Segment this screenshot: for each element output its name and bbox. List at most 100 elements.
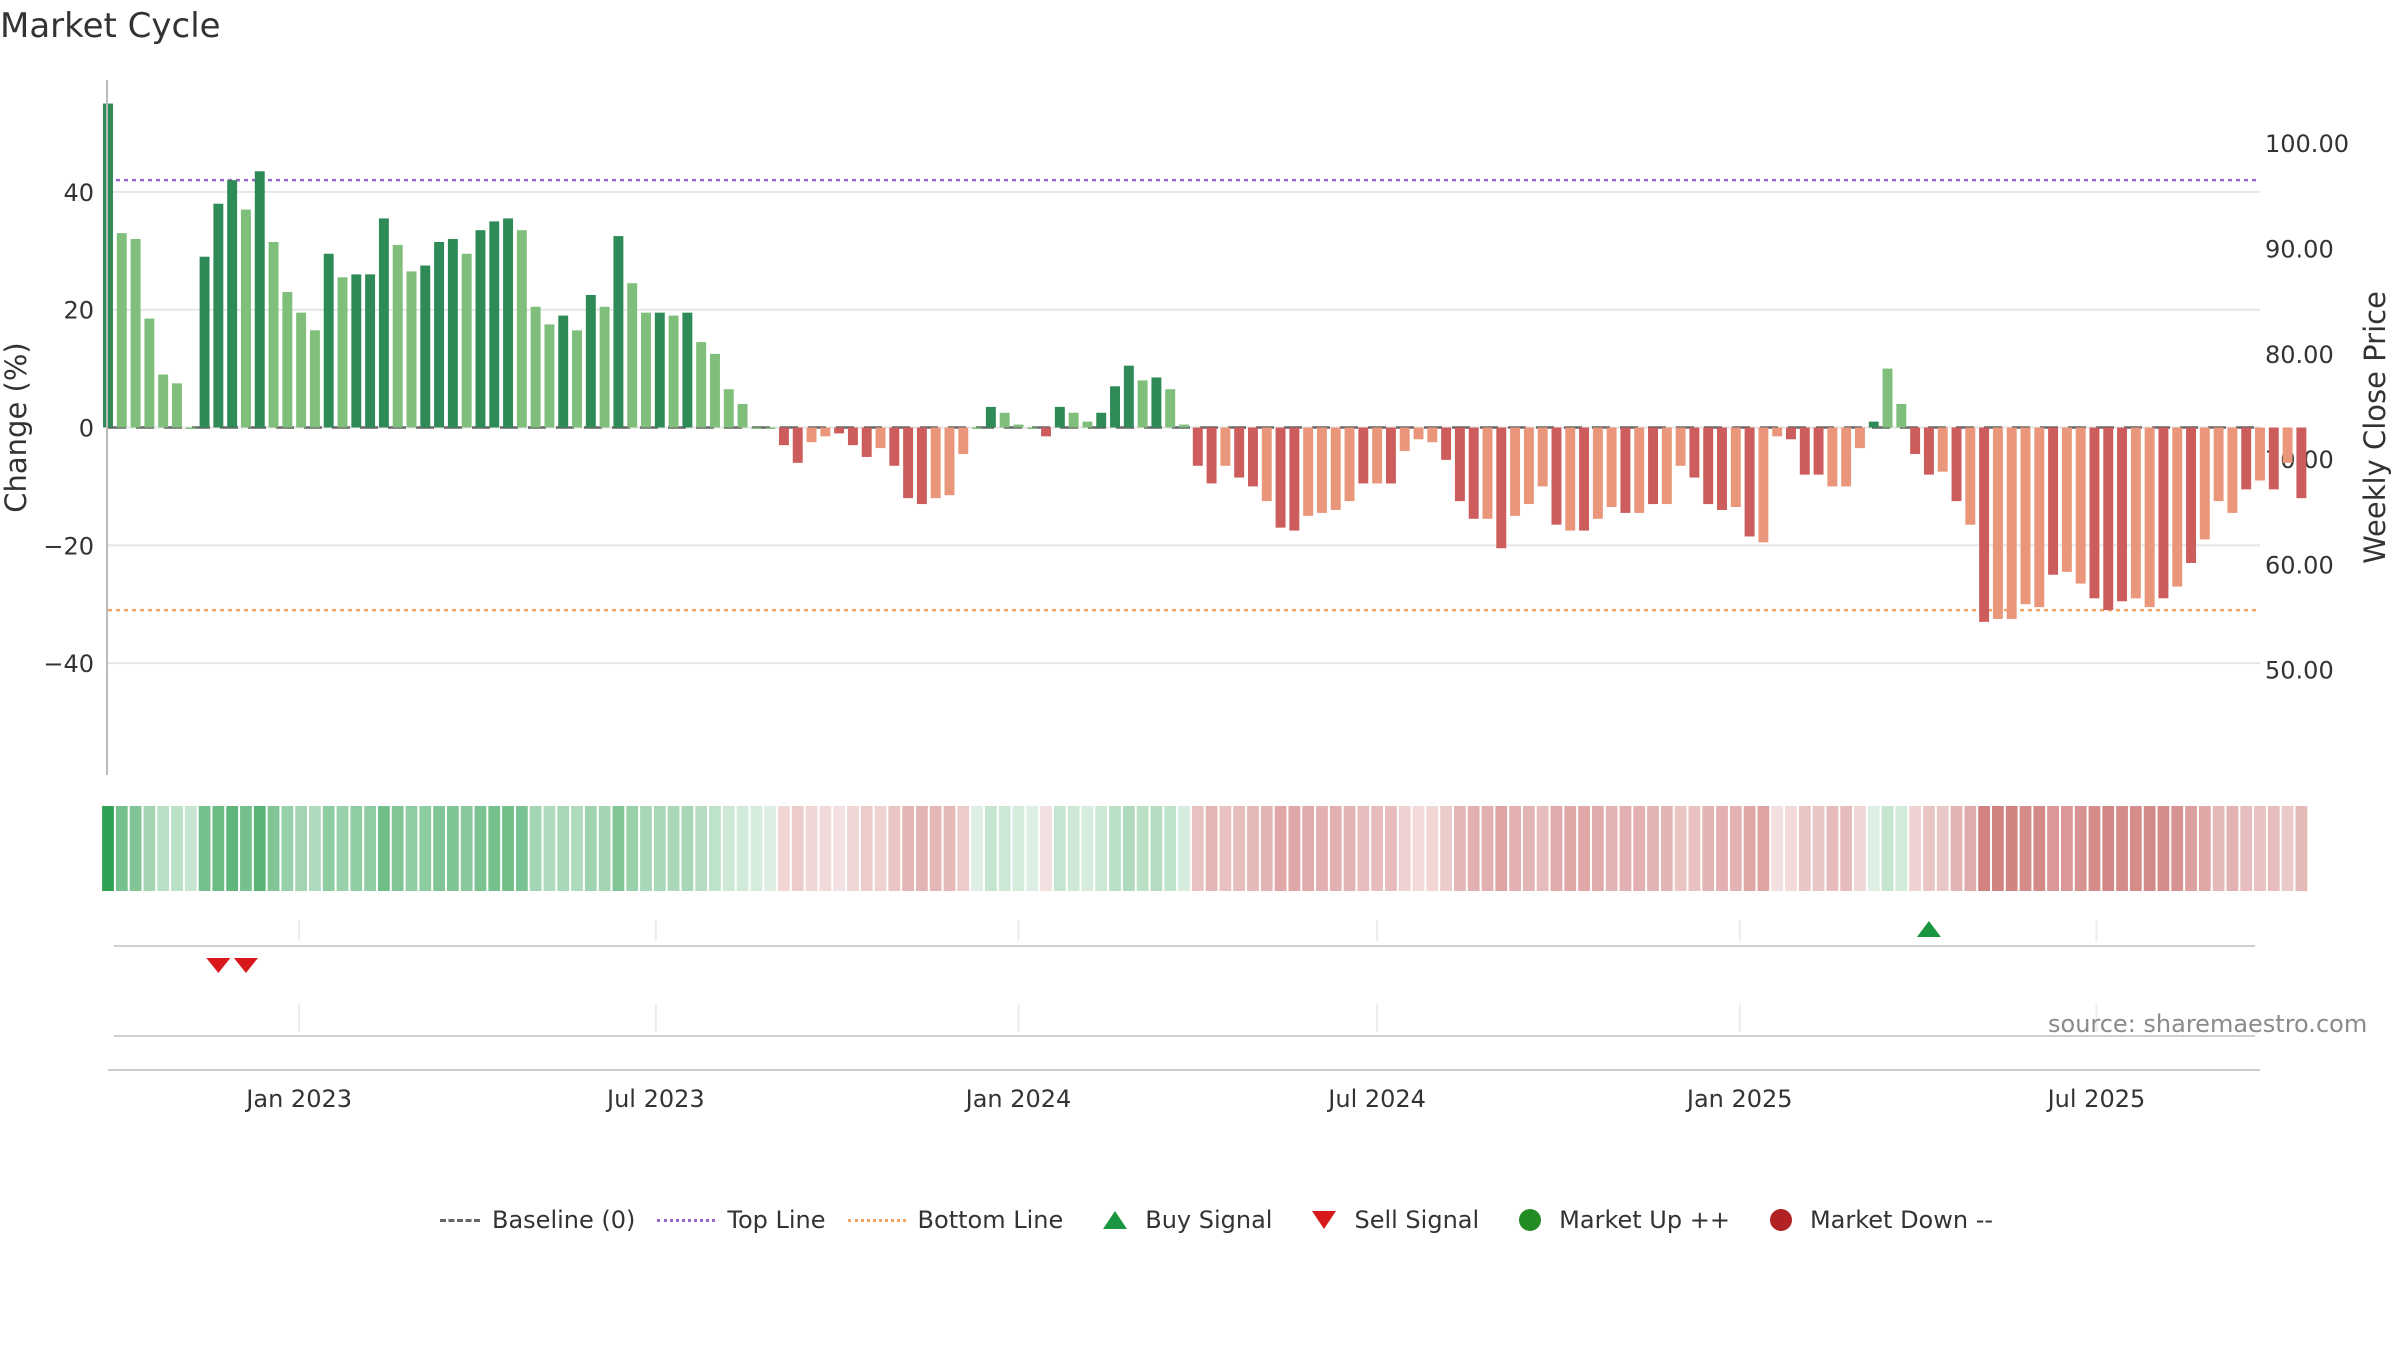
bar [2006, 427, 2017, 619]
bar [1854, 427, 1865, 449]
heatmap-cell [2295, 806, 2308, 891]
bar [1841, 427, 1852, 487]
bar [1496, 427, 1507, 549]
bar [309, 330, 320, 428]
heatmap-cell [1840, 806, 1853, 891]
bar [1786, 427, 1796, 440]
heatmap-cell [1191, 806, 1204, 891]
bar [158, 374, 169, 428]
x-tick-label: Jul 2023 [605, 1085, 705, 1113]
bar [1689, 427, 1700, 478]
heatmap-cell [1205, 806, 1218, 891]
heatmap-cell [1260, 806, 1273, 891]
heatmap-cell [240, 806, 252, 891]
heatmap-cell [2185, 806, 2197, 891]
bar [654, 312, 665, 428]
heatmap-cell [1881, 806, 1894, 891]
heatmap-cell [2240, 806, 2253, 891]
bar [1675, 427, 1686, 466]
heatmap-cell [295, 806, 308, 891]
bar [641, 312, 651, 428]
heatmap-cell [709, 806, 721, 891]
bar [2282, 427, 2293, 463]
heatmap-cell [1426, 806, 1439, 891]
heatmap-cell [1454, 806, 1466, 891]
bar [1510, 427, 1521, 516]
bar [1413, 427, 1424, 440]
bar [2034, 427, 2045, 608]
heatmap-cell [667, 806, 680, 891]
heatmap-cell [1798, 806, 1811, 891]
heatmap-cell [157, 806, 170, 891]
bar [1468, 427, 1479, 519]
bar [1068, 412, 1079, 428]
heatmap-cell [1467, 806, 1480, 891]
heatmap-cell [1398, 806, 1411, 891]
heatmap-cell [1509, 806, 1521, 891]
y2-tick-label: 60.00 [2265, 551, 2334, 579]
heatmap-cell [722, 806, 735, 891]
bar [1054, 406, 1065, 428]
bar [737, 403, 748, 428]
bar-series [103, 103, 2307, 622]
heatmap-cell [1095, 806, 1108, 891]
bar [930, 427, 941, 499]
heatmap-cell [598, 806, 611, 891]
heatmap-cell [1936, 806, 1949, 891]
heatmap-strip [102, 806, 2308, 891]
heatmap-cell [653, 806, 666, 891]
y2-tick-label: 80.00 [2265, 341, 2334, 369]
dash-line-icon [440, 1218, 480, 1222]
heatmap-cell [184, 806, 197, 891]
bar [1123, 365, 1134, 428]
legend-label: Market Up ++ [1559, 1206, 1730, 1234]
bar [1951, 427, 1962, 502]
buy-signal-marker [1916, 921, 1941, 937]
heatmap-cell [860, 806, 873, 891]
heatmap-cell [460, 806, 473, 891]
legend-item-up: Market Up ++ [1501, 1206, 1730, 1234]
bar [475, 230, 486, 428]
x-tick-label: Jan 2024 [964, 1085, 1072, 1113]
bar [1620, 427, 1631, 513]
bar [1179, 424, 1189, 428]
heatmap-cell [1605, 806, 1618, 891]
bar [227, 180, 238, 428]
heatmap-cell [805, 806, 818, 891]
bar [1192, 427, 1203, 466]
bar [1565, 427, 1576, 531]
bar [489, 221, 500, 428]
bar [1330, 427, 1341, 510]
bar [2255, 427, 2265, 481]
heatmap-cell [474, 806, 487, 891]
bar [985, 406, 996, 428]
bar [2241, 427, 2252, 490]
bar [1165, 389, 1176, 428]
heatmap-cell [129, 806, 142, 891]
bar [585, 294, 596, 428]
bar [351, 274, 362, 428]
heatmap-cell [143, 806, 156, 891]
heatmap-cell [2047, 806, 2059, 891]
heatmap-cell [640, 806, 652, 891]
bar [875, 427, 886, 449]
legend-label: Buy Signal [1145, 1206, 1273, 1234]
bar [2186, 427, 2196, 563]
bar [2048, 427, 2059, 575]
bar [889, 427, 900, 466]
bar [1827, 427, 1838, 487]
heatmap-cell [626, 806, 639, 891]
heatmap-cell [2198, 806, 2211, 891]
bar [130, 239, 141, 428]
bar [1579, 427, 1590, 531]
bar [958, 427, 969, 454]
bar [185, 427, 196, 429]
heatmap-cell [2060, 806, 2073, 891]
heatmap-cell [1716, 806, 1728, 891]
heatmap-cell [557, 806, 570, 891]
heatmap-cell [2171, 806, 2184, 891]
heatmap-cell [612, 806, 625, 891]
heatmap-cell [2157, 806, 2170, 891]
heatmap-cell [419, 806, 432, 891]
